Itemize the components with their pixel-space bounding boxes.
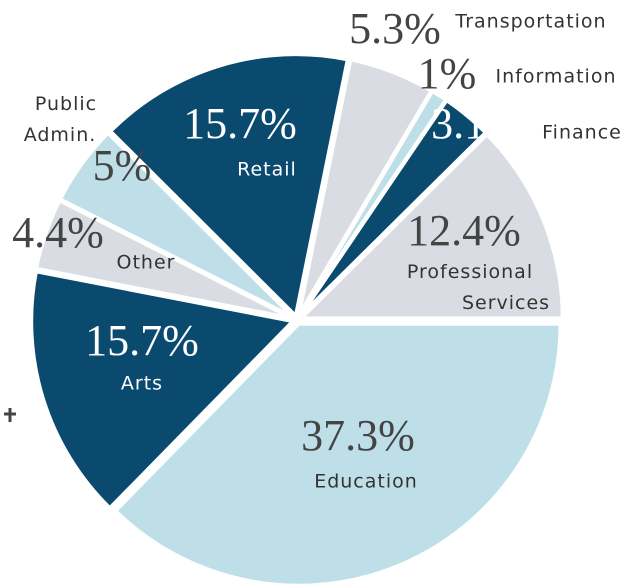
category-label: Public Admin. (24, 93, 97, 146)
value-label: 5.3% (349, 4, 441, 53)
category-label: Professional Services (407, 261, 550, 314)
category-label: Retail (237, 159, 297, 181)
value-label: 15.7% (85, 316, 199, 365)
category-label: Education (314, 471, 418, 493)
pie-slice (29, 269, 296, 511)
pie-slice (108, 52, 350, 319)
pie-slice (113, 321, 563, 586)
pie-slice (57, 130, 296, 320)
value-label: 5% (93, 141, 152, 190)
value-label: 4.4% (12, 208, 104, 257)
category-label: Transportation (454, 11, 606, 33)
category-label: Other (117, 252, 176, 274)
edge-fragment (4, 408, 16, 422)
category-label: Information (496, 66, 617, 88)
value-label: 37.3% (301, 411, 415, 460)
value-label: 15.7% (183, 99, 297, 148)
pie-slice (298, 132, 565, 321)
value-label: 1% (418, 49, 477, 98)
value-label: 3.1% (431, 99, 523, 148)
category-label: Finance (542, 122, 622, 144)
category-label: Arts (121, 373, 163, 395)
value-label: 12.4% (407, 206, 521, 255)
